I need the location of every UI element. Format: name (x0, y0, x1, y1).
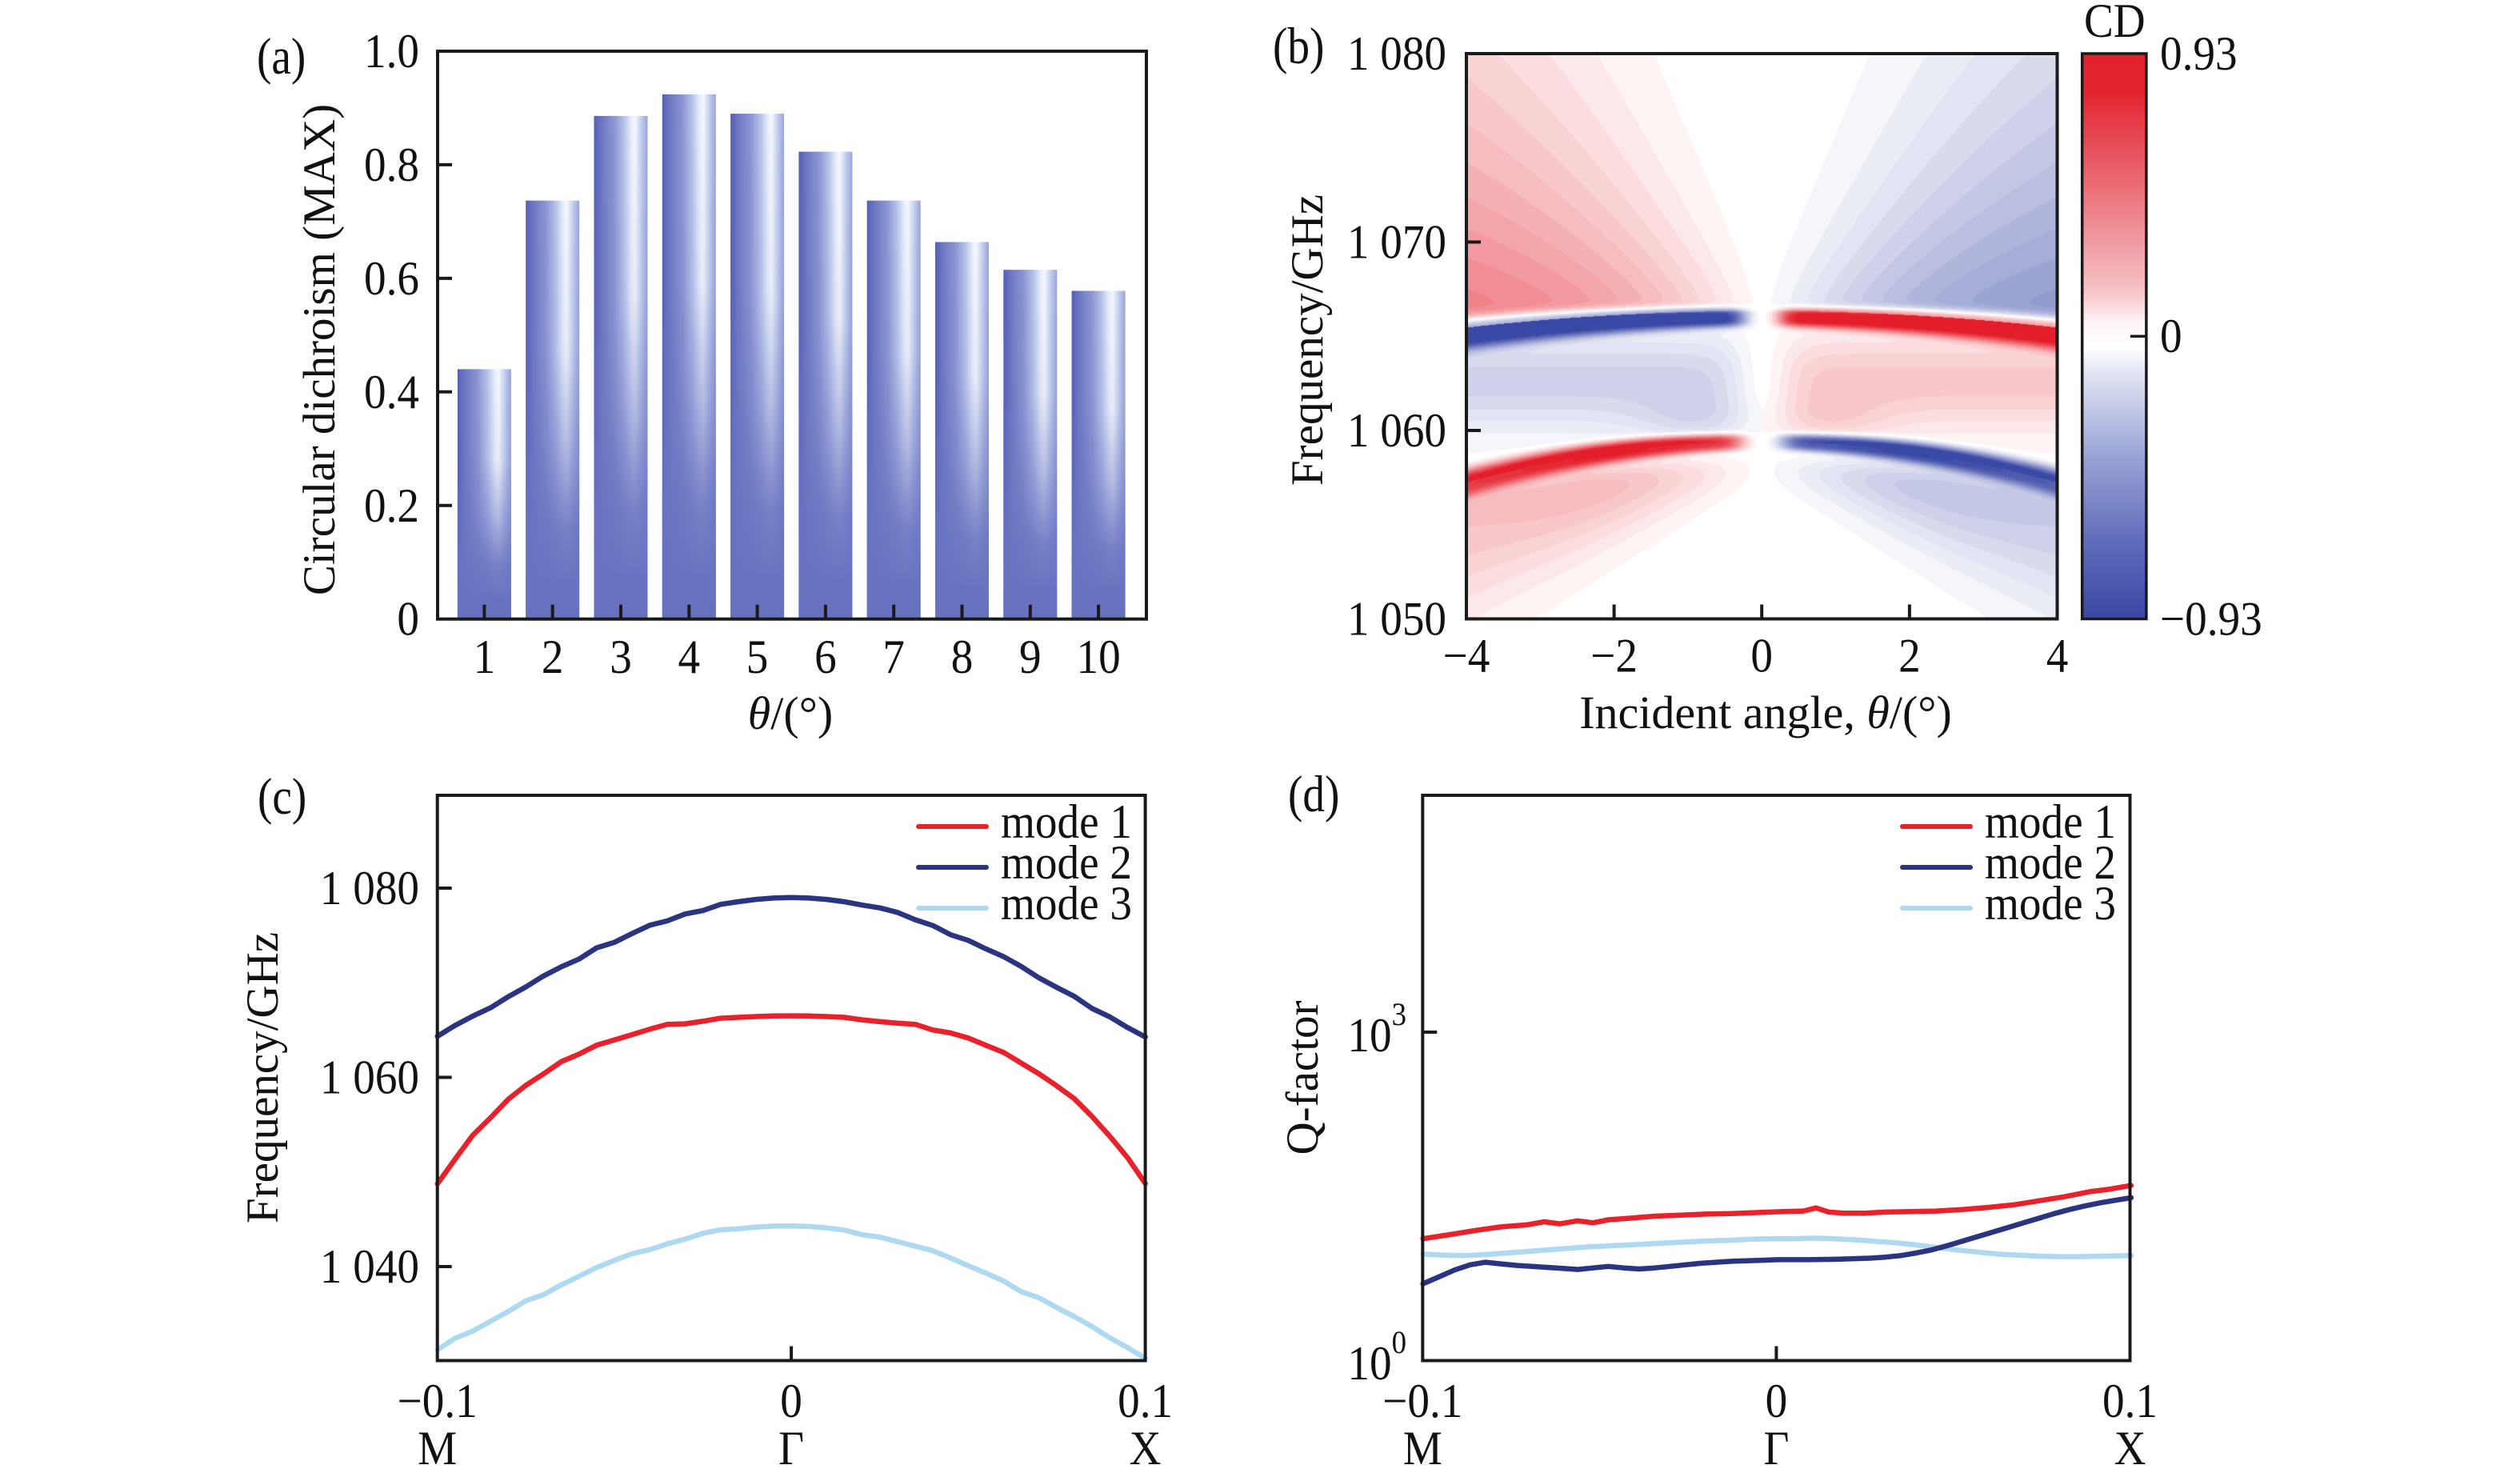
svg-text:1 040: 1 040 (320, 1241, 419, 1294)
svg-text:1 080: 1 080 (320, 863, 419, 915)
svg-text:1 050: 1 050 (1347, 593, 1446, 646)
svg-text:9: 9 (1019, 631, 1042, 684)
svg-text:Frequency/GHz: Frequency/GHz (238, 932, 288, 1223)
svg-text:4: 4 (678, 631, 701, 684)
svg-text:0.6: 0.6 (364, 253, 419, 306)
svg-text:6: 6 (814, 631, 837, 684)
svg-text:5: 5 (746, 631, 769, 684)
svg-text:−0.1: −0.1 (398, 1375, 478, 1428)
svg-text:mode 2: mode 2 (1001, 837, 1132, 890)
svg-text:0.8: 0.8 (364, 139, 419, 192)
svg-text:0.4: 0.4 (364, 366, 419, 419)
svg-text:4: 4 (2046, 630, 2069, 682)
svg-text:mode 1: mode 1 (1985, 796, 2116, 849)
svg-text:−4: −4 (1443, 630, 1490, 682)
svg-text:0.1: 0.1 (2102, 1375, 2158, 1428)
svg-text:Γ: Γ (778, 1423, 804, 1475)
svg-text:θ/(°): θ/(°) (748, 687, 833, 739)
svg-text:Circular dichroism (MAX): Circular dichroism (MAX) (294, 104, 345, 595)
svg-text:−0.93: −0.93 (2160, 593, 2262, 646)
svg-text:0: 0 (780, 1375, 802, 1428)
svg-text:3: 3 (610, 631, 632, 684)
svg-text:Γ: Γ (1763, 1423, 1789, 1475)
svg-text:mode 1: mode 1 (1001, 796, 1132, 849)
svg-text:0: 0 (397, 594, 419, 646)
svg-text:1 080: 1 080 (1347, 28, 1446, 81)
svg-text:(b): (b) (1273, 18, 1324, 75)
svg-text:CD: CD (2084, 0, 2146, 48)
svg-text:(c): (c) (258, 768, 306, 826)
svg-text:2: 2 (542, 631, 564, 684)
svg-text:X: X (2114, 1423, 2146, 1475)
svg-text:−2: −2 (1590, 630, 1638, 682)
svg-text:0: 0 (1750, 630, 1773, 682)
svg-text:0.93: 0.93 (2160, 28, 2238, 81)
svg-text:10: 10 (1077, 631, 1121, 684)
svg-text:X: X (1130, 1423, 1162, 1475)
svg-text:2: 2 (1898, 630, 1921, 682)
svg-text:1 060: 1 060 (1347, 405, 1446, 458)
svg-text:7: 7 (882, 631, 905, 684)
svg-text:Q-factor: Q-factor (1278, 1000, 1328, 1155)
svg-text:1: 1 (474, 631, 496, 684)
svg-text:1 070: 1 070 (1347, 216, 1446, 269)
svg-text:1.0: 1.0 (364, 26, 419, 78)
svg-text:(a): (a) (257, 28, 306, 86)
svg-text:8: 8 (951, 631, 974, 684)
svg-text:103: 103 (1347, 998, 1406, 1063)
svg-text:−0.1: −0.1 (1382, 1375, 1462, 1428)
svg-text:(d): (d) (1288, 766, 1339, 823)
svg-text:mode 3: mode 3 (1985, 878, 2116, 931)
svg-text:M: M (418, 1423, 457, 1475)
svg-text:Incident angle, θ/(°): Incident angle, θ/(°) (1579, 686, 1952, 738)
svg-text:0: 0 (2160, 310, 2182, 363)
svg-text:M: M (1403, 1423, 1442, 1475)
svg-text:mode 3: mode 3 (1001, 878, 1132, 931)
svg-text:0: 0 (1766, 1375, 1788, 1428)
svg-text:mode 2: mode 2 (1985, 837, 2116, 890)
svg-text:Frequency/GHz: Frequency/GHz (1282, 194, 1333, 486)
svg-text:1 060: 1 060 (320, 1051, 419, 1104)
svg-text:0.2: 0.2 (364, 480, 419, 533)
svg-text:0.1: 0.1 (1118, 1375, 1173, 1428)
